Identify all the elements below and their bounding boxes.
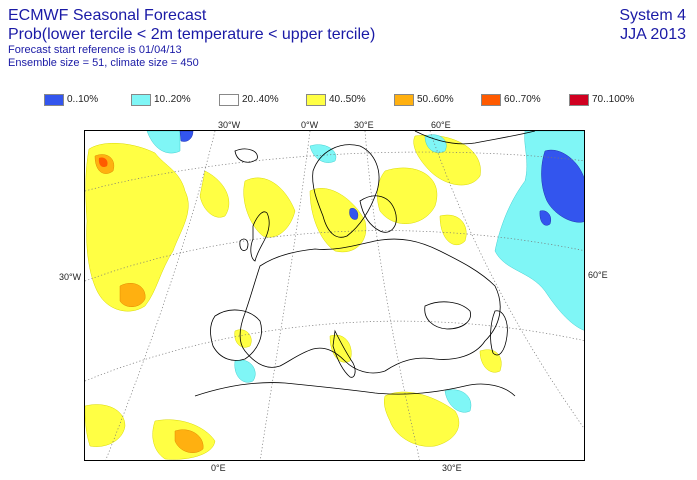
grid-label-top: 0°W (301, 120, 319, 130)
probability-map (84, 130, 585, 461)
legend-swatch (481, 94, 501, 106)
grid-label-right: 60°E (588, 270, 608, 280)
region-baltic (377, 167, 438, 224)
legend-swatch (306, 94, 326, 106)
region-60-70 (98, 157, 108, 168)
region-south-west (85, 404, 126, 447)
title-block: ECMWF Seasonal Forecast Prob(lower terci… (8, 6, 375, 70)
coastlines (194, 131, 536, 397)
region-40-50 (85, 134, 502, 460)
region-north-sea (309, 144, 337, 163)
legend-swatch (219, 94, 239, 106)
region-10-20 (146, 131, 584, 413)
region-south-hotspot (174, 429, 204, 453)
map-subtitle: Prob(lower tercile < 2m temperature < up… (8, 26, 376, 43)
legend-label: 20..40% (242, 94, 279, 105)
legend-label: 10..20% (154, 94, 191, 105)
legend-label: 0..10% (67, 94, 99, 105)
region-italy (329, 334, 352, 363)
map-title: ECMWF Seasonal Forecast (8, 7, 207, 24)
region-scandinavia (309, 188, 367, 253)
legend-label: 50..60% (417, 94, 454, 105)
region-greenland-sea (179, 131, 194, 142)
region-east-atlantic (199, 170, 230, 218)
legend-swatch (44, 94, 64, 106)
region-north-atlantic (85, 143, 189, 312)
region-arctic (146, 131, 181, 154)
ensemble-info: Ensemble size = 51, climate size = 450 (8, 57, 199, 69)
region-middle-east (444, 389, 472, 413)
map-canvas (85, 131, 584, 460)
graticule (85, 131, 584, 460)
legend-swatch (394, 94, 414, 106)
region-finland (424, 134, 447, 153)
region-iberia-west (234, 329, 252, 348)
region-med-west (234, 359, 256, 383)
grid-label-bottom: 0°E (211, 463, 226, 473)
legend: 0..10% 10..20% 20..40% 40..50% 50..60% 6… (44, 93, 644, 109)
grid-label-bottom: 30°E (442, 463, 462, 473)
region-kara (539, 210, 551, 226)
system-label: System 4 (619, 7, 686, 24)
legend-label: 40..50% (329, 94, 366, 105)
region-caspian (479, 349, 502, 373)
season-label: JJA 2013 (620, 26, 686, 43)
region-baltic-spot (349, 208, 359, 220)
legend-label: 60..70% (504, 94, 541, 105)
region-russia-west (439, 214, 467, 246)
legend-swatch (569, 94, 589, 106)
grid-label-top: 30°E (354, 120, 374, 130)
region-atlantic-hotspot (119, 283, 146, 307)
region-0-10 (179, 131, 584, 226)
grid-label-left: 30°W (59, 272, 82, 282)
grid-label-top: 30°W (218, 120, 241, 130)
region-britain (243, 177, 296, 238)
forecast-reference: Forecast start reference is 01/04/13 (8, 44, 182, 56)
region-hotspot-core (98, 157, 108, 168)
system-block: System 4 JJA 2013 (619, 6, 686, 44)
grid-label-top: 60°E (431, 120, 451, 130)
region-urals (541, 149, 584, 223)
legend-swatch (131, 94, 151, 106)
region-africa (383, 391, 460, 447)
legend-label: 70..100% (592, 94, 635, 105)
